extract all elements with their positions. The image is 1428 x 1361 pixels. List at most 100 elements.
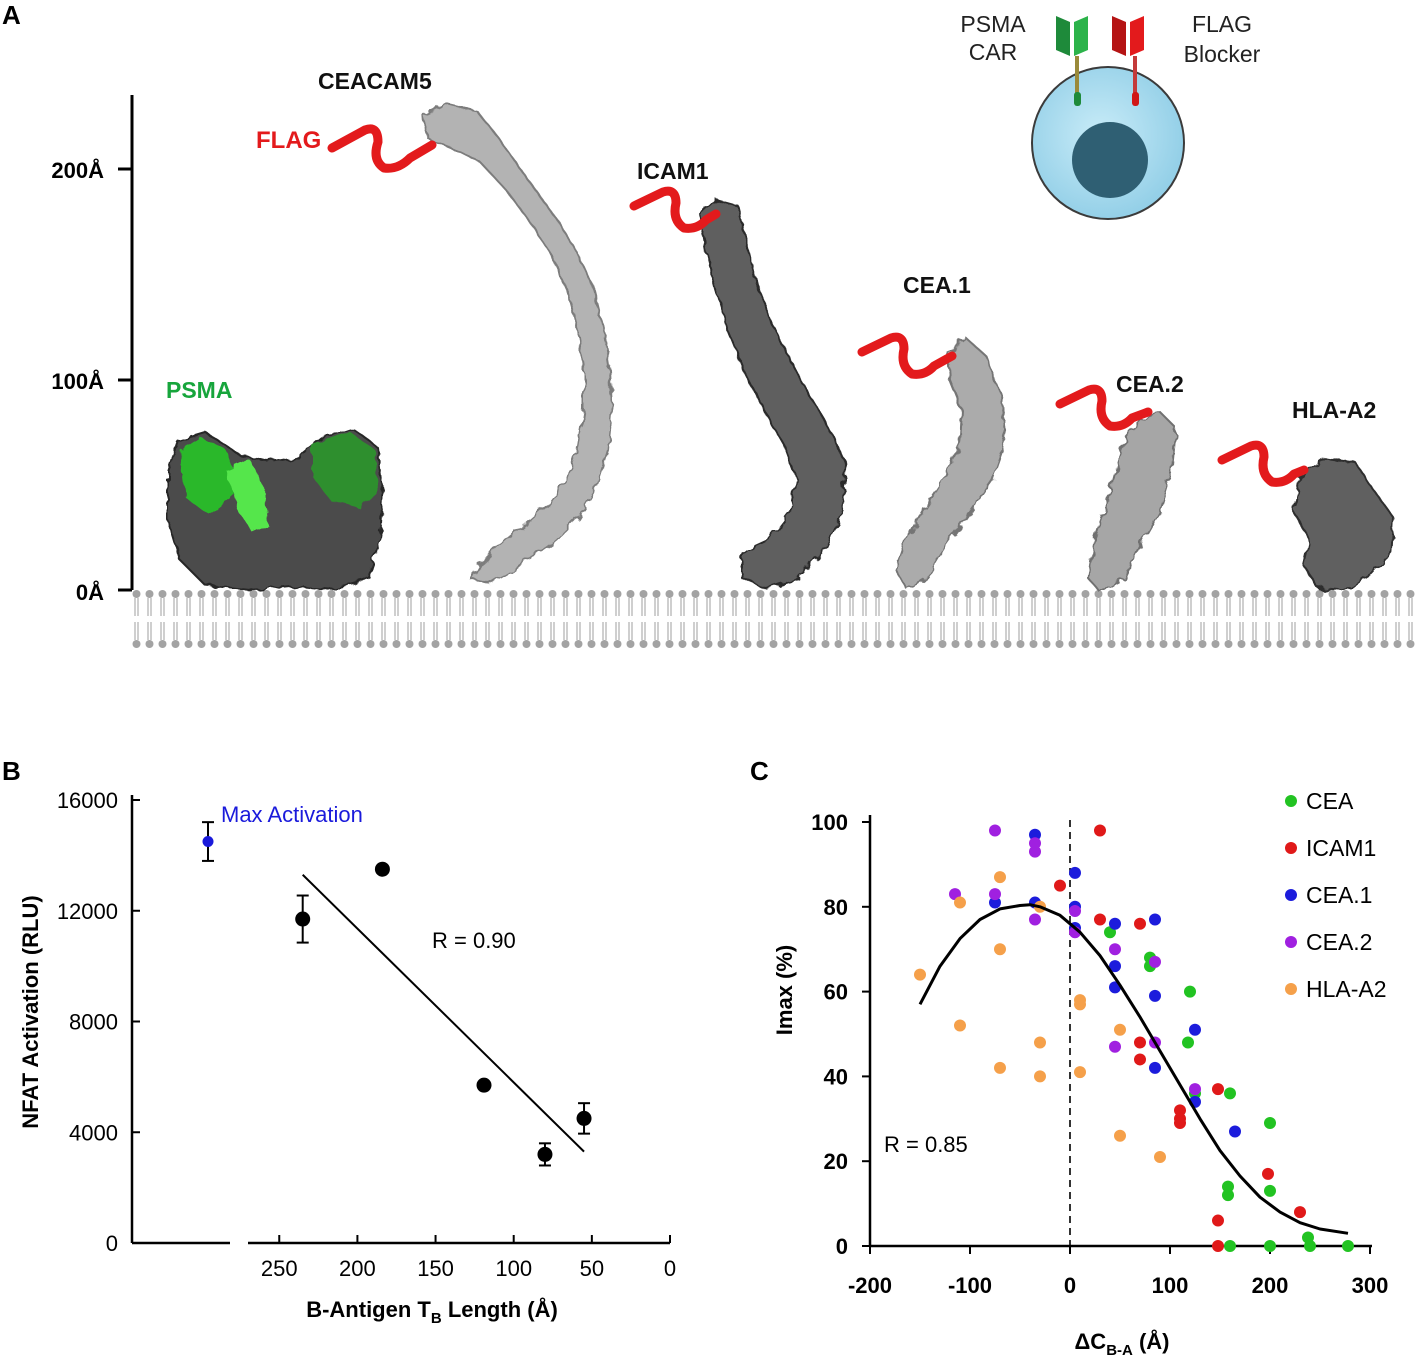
panel-c-point-hla-a2	[1114, 1129, 1126, 1142]
hla-a2-label: HLA-A2	[1292, 397, 1376, 423]
cea1-label: CEA.1	[903, 272, 971, 298]
panel-c-x-tick-label: 300	[1352, 1273, 1389, 1298]
panel-c-point-cea-2	[1029, 845, 1041, 858]
panel-c-y-tick-label: 0	[836, 1234, 848, 1259]
icam1-label: ICAM1	[637, 158, 709, 184]
panel-c-x-tick-label: -100	[948, 1273, 992, 1298]
panel-b-x-tick-label: 100	[495, 1256, 532, 1281]
panel-c-x-tick-label: 100	[1152, 1273, 1189, 1298]
panel-c-point-icam1	[1212, 1240, 1224, 1252]
panel-c-point-hla-a2	[1114, 1023, 1126, 1036]
panel-c-point-cea-2	[1109, 943, 1121, 956]
panel-c-point-cea	[1264, 1117, 1276, 1130]
panel-c-point-icam1	[1262, 1167, 1274, 1180]
flag-blocker-receptor	[1112, 16, 1144, 106]
panel-b-data-point	[537, 1146, 553, 1162]
panel-c-point-icam1	[1094, 824, 1106, 837]
panel-a: A 200Å 100Å 0Å PSMA FLAG CEACAM5	[2, 0, 1416, 648]
height-label-100: 100Å	[51, 368, 104, 394]
panel-b-x-tick-label: 150	[417, 1256, 454, 1281]
panel-c-point-cea-2	[1149, 955, 1161, 968]
panel-c-point-cea-2	[989, 888, 1001, 901]
psma-car-receptor	[1056, 16, 1088, 106]
panel-b-x-label: B-Antigen TB Length (Å)	[306, 1296, 558, 1327]
panel-c-y-tick-label: 20	[824, 1149, 848, 1174]
panel-b-data-point	[374, 861, 390, 877]
legend-label: CEA	[1306, 788, 1354, 814]
ceacam5-label: CEACAM5	[318, 68, 432, 94]
panel-c-point-cea-1	[989, 896, 1001, 909]
panel-b-data-point	[476, 1077, 492, 1093]
panel-c-point-hla-a2	[1034, 1036, 1046, 1049]
psma-label: PSMA	[166, 377, 232, 403]
panel-b-x-tick-label: 50	[580, 1256, 604, 1281]
legend-label: ICAM1	[1306, 835, 1376, 861]
legend-label: CEA.2	[1306, 929, 1372, 955]
flag-tag-cea2	[1055, 384, 1153, 431]
panel-c-x-tick-label: 200	[1252, 1273, 1289, 1298]
panel-c-x-tick-label: 0	[1064, 1273, 1076, 1298]
panel-c-point-cea	[1304, 1240, 1316, 1252]
panel-b-x-tick-label: 200	[339, 1256, 376, 1281]
flag-tag-ceacam5	[327, 124, 437, 173]
panel-c-point-cea-2	[1029, 837, 1041, 850]
ceacam5-structure: FLAG CEACAM5	[256, 68, 614, 586]
panel-b-data-point	[576, 1110, 592, 1126]
panel-b-data-point	[295, 911, 311, 927]
panel-c-point-icam1	[1212, 1214, 1224, 1227]
panel-b-fit-line	[302, 874, 585, 1153]
panel-c-point-cea	[1222, 1180, 1234, 1193]
hla-a2-structure: HLA-A2	[1217, 397, 1396, 592]
panel-c-point-icam1	[1134, 1053, 1146, 1066]
inset-blocker-label-1: FLAG	[1192, 11, 1252, 37]
cea2-label: CEA.2	[1116, 371, 1184, 397]
panel-c-point-icam1	[1174, 1117, 1186, 1130]
panel-c-point-cea	[1264, 1240, 1276, 1252]
panel-b-label: B	[2, 756, 21, 786]
max-activation-point	[202, 836, 214, 848]
panel-c-point-cea-1	[1149, 1061, 1161, 1074]
flag-tag-cea1	[857, 332, 957, 379]
panel-c: C Imax (%) ΔCB-A (Å) R = 0.85 0 20 40 60 80 1…	[750, 756, 1388, 1359]
panel-b-y-tick-label: 12000	[57, 899, 118, 924]
height-label-0: 0Å	[76, 579, 104, 605]
panel-b: B NFAT Activation (RLU) B-Antigen TB Len…	[2, 756, 676, 1327]
panel-b-x-tick-label: 0	[664, 1256, 676, 1281]
panel-c-point-cea	[1264, 1184, 1276, 1197]
panel-c-point-icam1	[1212, 1083, 1224, 1096]
legend-marker	[1285, 889, 1297, 901]
panel-c-fit-curve	[918, 903, 1349, 1235]
panel-c-point-hla-a2	[954, 896, 966, 909]
panel-c-point-cea-1	[1149, 913, 1161, 926]
panel-c-point-cea-2	[989, 824, 1001, 837]
icam1-structure: ICAM1	[629, 158, 848, 590]
panel-c-y-tick-label: 40	[824, 1064, 848, 1089]
panel-a-label: A	[2, 0, 21, 30]
panel-b-marks	[202, 821, 592, 1167]
lipid-bilayer	[132, 590, 1416, 648]
panel-b-y-tick-label: 0	[106, 1231, 118, 1256]
panel-b-ticks: 0 4000 8000 12000 16000 250 200 150 100 50 0	[57, 788, 676, 1281]
panel-c-point-cea	[1184, 985, 1196, 998]
panel-c-point-cea-1	[1069, 866, 1081, 879]
panel-c-x-label: ΔCB-A (Å)	[1074, 1328, 1169, 1359]
panel-c-y-tick-label: 100	[811, 810, 848, 835]
panel-c-y-label: Imax (%)	[772, 945, 797, 1035]
legend-label: CEA.1	[1306, 882, 1372, 908]
cell-nucleus	[1072, 122, 1148, 198]
panel-c-point-icam1	[1134, 1036, 1146, 1049]
panel-c-point-cea	[1224, 1240, 1236, 1252]
cea1-structure: CEA.1	[857, 272, 1008, 590]
panel-c-point-hla-a2	[914, 968, 926, 981]
panel-c-point-cea-1	[1109, 917, 1121, 930]
panel-c-point-hla-a2	[1074, 998, 1086, 1011]
panel-c-point-hla-a2	[1154, 1150, 1166, 1163]
height-label-200: 200Å	[51, 157, 104, 183]
panel-c-legend: CEA ICAM1 CEA.1 CEA.2 HLA-A2	[1285, 788, 1387, 1002]
panel-c-point-cea-2	[1189, 1083, 1201, 1096]
panel-c-x-tick-label: -200	[848, 1273, 892, 1298]
panel-c-point-hla-a2	[994, 943, 1006, 956]
panel-c-point-cea-2	[1109, 1040, 1121, 1053]
flag-tag-hla-a2	[1217, 440, 1309, 487]
